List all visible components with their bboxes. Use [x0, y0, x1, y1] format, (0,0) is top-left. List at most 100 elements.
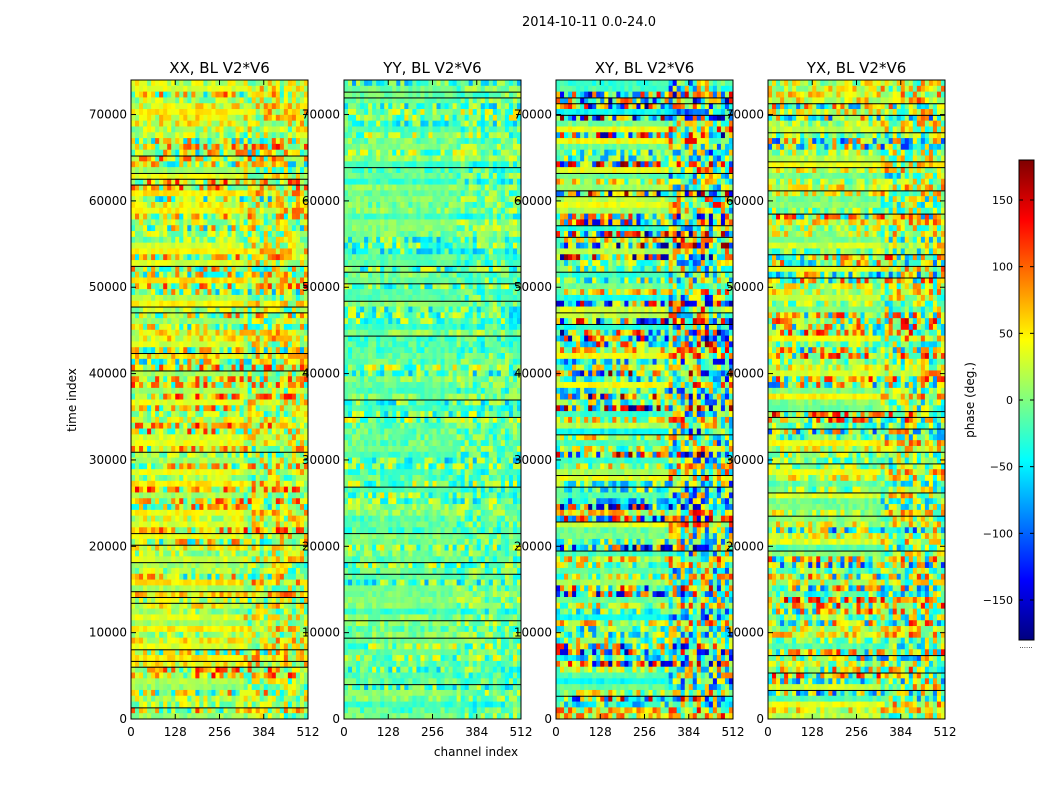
heatmap-cell [299, 254, 305, 261]
heatmap-cell [255, 126, 261, 133]
heatmap-cell [235, 318, 241, 325]
heatmap-cell [183, 707, 188, 714]
heatmap-cell [271, 498, 277, 505]
heatmap-cell [223, 713, 228, 720]
heatmap-cell [151, 521, 156, 528]
heatmap-cell [299, 283, 305, 290]
heatmap-cell [279, 695, 285, 702]
heatmap-cell [131, 283, 136, 290]
heatmap-cell [215, 463, 220, 470]
heatmap-cell [135, 509, 140, 517]
heatmap-cell [191, 376, 196, 383]
heatmap-cell [295, 440, 301, 447]
heatmap-cell [131, 660, 136, 668]
heatmap-cell [159, 527, 164, 534]
heatmap-cell [279, 294, 285, 302]
heatmap-cell [239, 684, 245, 691]
heatmap-cell [135, 335, 140, 342]
heatmap-cell [239, 172, 245, 180]
heatmap-cell [167, 556, 172, 563]
heatmap-cell [211, 196, 216, 203]
heatmap-cell [263, 277, 269, 284]
heatmap-cell [243, 544, 249, 551]
heatmap-cell [187, 713, 192, 720]
heatmap-cell [247, 254, 253, 261]
heatmap-cell [151, 149, 156, 156]
heatmap-cell [283, 422, 289, 429]
heatmap-cell [223, 254, 228, 261]
heatmap-cell [203, 713, 208, 720]
heatmap-cell [159, 277, 164, 284]
heatmap-cell [279, 393, 285, 400]
heatmap-cell [219, 91, 224, 98]
heatmap-cell [211, 120, 216, 127]
heatmap-cell [231, 323, 236, 331]
heatmap-cell [219, 649, 224, 656]
heatmap-cell [187, 695, 192, 702]
heatmap-cell [243, 114, 249, 122]
heatmap-cell [219, 126, 224, 133]
heatmap-cell [263, 85, 269, 93]
heatmap-cell [259, 608, 265, 615]
heatmap-cell [303, 713, 309, 720]
heatmap-cell [239, 231, 245, 238]
heatmap-cell [239, 271, 245, 278]
heatmap-cell [259, 335, 265, 342]
heatmap-cell [239, 428, 245, 435]
heatmap-cell [219, 283, 224, 290]
heatmap-cell [299, 364, 305, 371]
heatmap-cell [175, 155, 180, 162]
heatmap-cell [195, 486, 200, 493]
heatmap-cell [151, 614, 156, 621]
heatmap-cell [179, 527, 184, 534]
heatmap-cell [279, 347, 285, 354]
heatmap-cell [295, 196, 301, 203]
heatmap-cell [143, 370, 148, 377]
heatmap-cell [175, 370, 180, 377]
heatmap-cell [227, 608, 232, 615]
heatmap-cell [175, 422, 180, 429]
heatmap-cell [404, 80, 409, 87]
heatmap-cell [159, 155, 164, 162]
heatmap-cell [243, 504, 249, 511]
heatmap-cell [171, 567, 176, 575]
heatmap-cell [295, 114, 301, 122]
heatmap-cell [255, 364, 261, 371]
heatmap-cell [199, 167, 204, 174]
heatmap-cell [271, 201, 277, 209]
heatmap-cell [279, 637, 285, 644]
heatmap-cell [291, 353, 297, 360]
heatmap-cell [171, 475, 176, 482]
heatmap-cell [267, 109, 273, 116]
heatmap-cell [271, 405, 277, 412]
heatmap-cell [207, 626, 212, 633]
heatmap-cell [287, 550, 293, 557]
heatmap-cell [143, 109, 148, 116]
heatmap-cell [275, 254, 281, 261]
heatmap-cell [199, 475, 204, 482]
heatmap-cell [159, 445, 164, 453]
heatmap-cell [243, 283, 249, 290]
heatmap-cell [175, 236, 180, 244]
heatmap-cell [287, 445, 293, 453]
heatmap-cell [283, 445, 289, 453]
heatmap-cell [295, 538, 301, 546]
heatmap-cell [267, 440, 273, 447]
heatmap-cell [275, 260, 281, 267]
heatmap-cell [251, 161, 257, 168]
heatmap-cell [263, 196, 269, 203]
heatmap-cell [247, 434, 253, 441]
heatmap-cell [263, 207, 269, 215]
heatmap-cell [239, 306, 245, 313]
heatmap-cell [275, 126, 281, 133]
heatmap-cell [271, 631, 277, 639]
heatmap-cell [291, 608, 297, 615]
heatmap-cell [215, 312, 220, 319]
heatmap-cell [131, 242, 136, 249]
heatmap-cell [255, 678, 261, 685]
heatmap-cell [303, 85, 309, 93]
heatmap-cell [203, 358, 208, 366]
heatmap-cell [131, 132, 136, 139]
heatmap-cell [267, 399, 273, 406]
heatmap-cell [279, 161, 285, 168]
